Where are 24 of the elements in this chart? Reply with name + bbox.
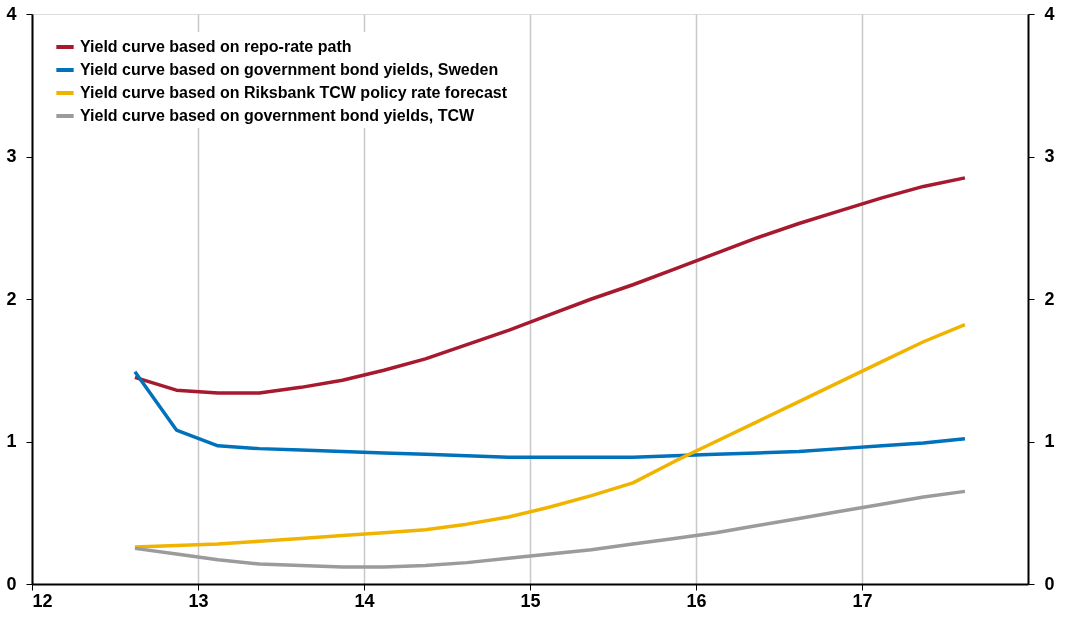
y-tick-label: 3 xyxy=(6,146,17,166)
y2-tick-label: 3 xyxy=(1044,146,1055,166)
legend-label: Yield curve based on Riksbank TCW policy rate forecast xyxy=(80,84,508,101)
x-tick-label: 17 xyxy=(852,590,873,611)
line-series xyxy=(133,322,967,549)
x-tick-label: 14 xyxy=(354,590,375,611)
y-tick-label: 4 xyxy=(6,3,17,24)
y-tick-label: 0 xyxy=(6,573,17,594)
y2-tick-label: 1 xyxy=(1044,431,1055,451)
line-series xyxy=(133,489,967,569)
x-tick-label: 15 xyxy=(520,590,541,611)
y-tick-label: 1 xyxy=(6,431,17,451)
y2-tick-label: 4 xyxy=(1044,3,1055,24)
legend-label: Yield curve based on government bond yields, Sweden xyxy=(80,61,499,78)
y-tick-label: 2 xyxy=(6,288,17,309)
legend-label: Yield curve based on government bond yields, TCW xyxy=(80,107,476,124)
y2-tick-label: 2 xyxy=(1044,288,1055,309)
line-series xyxy=(133,176,967,395)
x-tick-label: 13 xyxy=(188,590,209,611)
y2-tick-label: 0 xyxy=(1044,573,1055,594)
x-tick-label: 16 xyxy=(686,590,707,611)
x-tick-label: 12 xyxy=(32,590,53,611)
line-series xyxy=(133,369,967,459)
legend-label: Yield curve based on repo-rate path xyxy=(80,38,352,55)
